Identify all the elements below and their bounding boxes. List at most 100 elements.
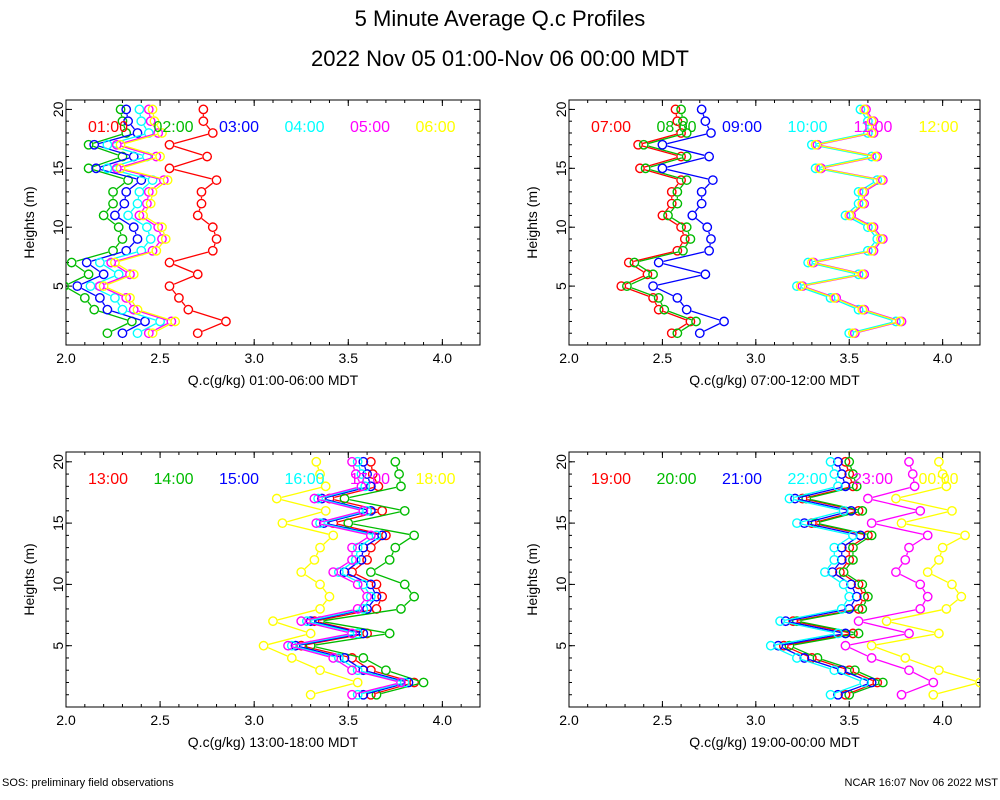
data-point — [381, 530, 391, 541]
x-tick-label: 3.5 — [839, 350, 859, 366]
series-segment — [277, 622, 307, 633]
data-point — [115, 163, 126, 174]
y-tick-label: 15 — [553, 515, 569, 531]
data-point — [666, 328, 677, 339]
series-segment — [396, 466, 399, 470]
data-point — [648, 269, 658, 280]
data-point — [117, 304, 128, 315]
series-segment — [845, 588, 848, 593]
data-point — [365, 591, 376, 602]
series-segment — [860, 588, 863, 593]
series-segment — [353, 511, 400, 523]
data-point — [907, 469, 918, 479]
series-segment — [100, 168, 137, 180]
data-point — [134, 210, 145, 221]
data-point — [825, 292, 836, 303]
legend-entry-0600: 06:00 — [415, 119, 455, 136]
data-point — [143, 328, 154, 339]
data-point — [347, 554, 357, 565]
series-segment — [205, 182, 214, 190]
data-point — [377, 505, 388, 516]
legend-entry-1700: 17:00 — [350, 471, 390, 488]
data-point — [853, 505, 864, 516]
series-segment — [855, 217, 870, 226]
data-point — [142, 198, 152, 209]
y-tick-label: 15 — [50, 160, 66, 176]
series-segment — [355, 537, 368, 546]
data-point — [315, 665, 325, 676]
data-point — [904, 665, 914, 676]
series-segment — [909, 659, 935, 670]
data-point — [362, 469, 372, 479]
data-point — [418, 677, 429, 688]
series-segment — [671, 217, 683, 226]
data-point — [666, 198, 677, 209]
series-segment — [118, 264, 130, 273]
data-point — [399, 677, 410, 688]
data-point — [810, 163, 821, 174]
y-tick-label: 15 — [553, 160, 569, 176]
data-point — [876, 175, 886, 185]
series-segment — [404, 599, 411, 606]
data-point — [343, 518, 354, 529]
data-point — [857, 269, 868, 280]
data-point — [635, 163, 645, 174]
series-segment — [174, 145, 203, 156]
series-segment — [790, 609, 845, 621]
data-point — [797, 493, 808, 504]
data-point — [166, 316, 177, 327]
data-point — [160, 234, 171, 244]
series-segment — [820, 168, 873, 180]
data-point — [317, 493, 327, 504]
series-segment — [76, 251, 109, 262]
x-tick-label: 2.5 — [150, 712, 170, 728]
series-segment — [322, 486, 361, 498]
data-point — [706, 234, 716, 244]
legend-entry-1200: 12:00 — [918, 119, 958, 136]
series-segment — [783, 633, 841, 646]
series-segment — [840, 299, 860, 309]
series-segment — [835, 683, 860, 694]
series-segment — [913, 671, 930, 681]
data-point — [347, 456, 357, 467]
data-point — [66, 281, 70, 291]
series-segment — [360, 587, 365, 594]
series-segment — [159, 231, 162, 235]
series-segment — [847, 574, 859, 583]
panel-1: 2.0 2.5 3.0 3.5 4.0 5 10 15 20 Q.c(g/kg) 01:00-06… — [21, 99, 481, 388]
data-point — [846, 505, 856, 516]
series-segment — [876, 658, 905, 670]
data-point — [157, 222, 167, 233]
data-point — [672, 186, 683, 197]
data-point — [132, 128, 143, 138]
data-point — [866, 151, 877, 162]
data-point — [309, 616, 320, 627]
data-point — [396, 677, 406, 688]
series-segment — [292, 633, 348, 646]
series-segment — [667, 157, 705, 168]
data-point — [147, 328, 158, 339]
series-segment — [828, 574, 840, 583]
legend-entry-0100: 01:00 — [88, 119, 128, 136]
data-point — [891, 493, 901, 504]
series-segment — [912, 537, 924, 546]
data-point — [795, 281, 806, 292]
series-segment — [362, 478, 365, 482]
data-point — [143, 186, 154, 197]
data-point — [814, 163, 825, 174]
data-point — [638, 139, 649, 150]
data-point — [89, 139, 100, 150]
legend-entry-2200: 22:00 — [787, 471, 827, 488]
data-point — [836, 604, 847, 614]
series-segment — [129, 182, 138, 190]
series-segment — [104, 287, 122, 297]
series-segment — [121, 133, 154, 145]
series-segment — [138, 310, 167, 321]
data-point — [806, 653, 817, 663]
y-axis-label: Heights (m) — [21, 186, 37, 258]
series-segment — [872, 499, 916, 511]
series-segment — [857, 322, 895, 333]
data-point — [162, 175, 173, 185]
series-0100 — [164, 104, 231, 339]
data-point — [119, 198, 130, 209]
